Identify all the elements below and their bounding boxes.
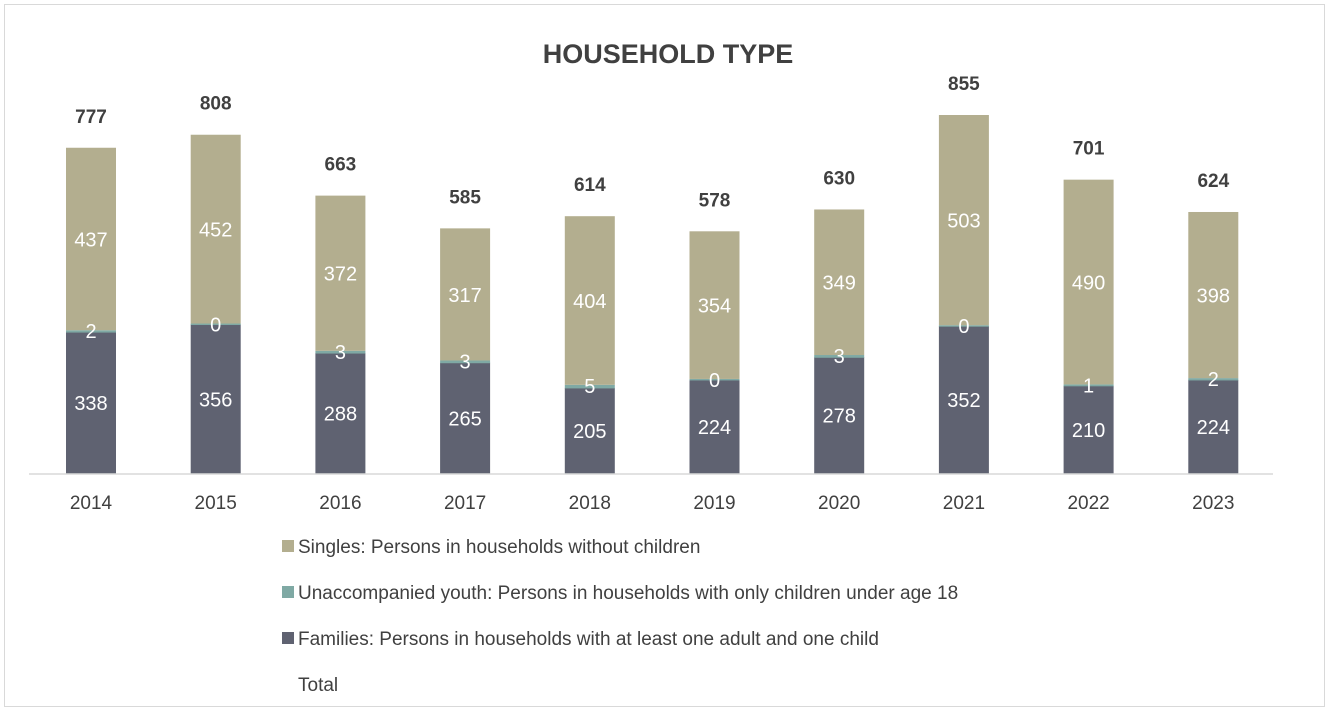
label-youth-2021: 0	[958, 316, 969, 338]
x-tick-label-2014: 2014	[70, 493, 113, 514]
bar-youth-2020	[814, 355, 865, 358]
label-youth-2015: 0	[210, 315, 221, 337]
bar-singles-2015	[190, 134, 241, 324]
chart-title: HOUSEHOLD TYPE	[543, 39, 794, 69]
bar-youth-2019	[689, 378, 740, 381]
bar-singles-2022	[1063, 179, 1114, 385]
label-total-2014: 777	[75, 107, 107, 128]
label-youth-2014: 2	[85, 321, 96, 343]
label-singles-2020: 349	[823, 273, 856, 295]
label-families-2019: 224	[698, 417, 731, 439]
x-tick-label-2018: 2018	[569, 493, 611, 514]
label-total-2022: 701	[1073, 139, 1105, 160]
bar-families-2017	[440, 362, 491, 474]
label-total-2017: 585	[449, 187, 481, 208]
x-tick-label-2020: 2020	[818, 493, 860, 514]
bar-youth-2015	[190, 323, 241, 326]
bar-families-2020	[814, 357, 865, 474]
bar-youth-2023	[1188, 378, 1239, 381]
x-tick-label-2019: 2019	[693, 493, 735, 514]
bar-singles-2016	[315, 195, 366, 351]
bar-singles-2019	[689, 231, 740, 379]
label-youth-2023: 2	[1208, 369, 1219, 391]
legend-label-singles: Singles: Persons in households without c…	[298, 537, 700, 558]
label-youth-2019: 0	[709, 370, 720, 392]
x-tick-label-2015: 2015	[195, 493, 237, 514]
label-singles-2019: 354	[698, 296, 731, 318]
label-singles-2023: 398	[1197, 286, 1230, 308]
legend-swatch-youth	[282, 586, 294, 598]
label-youth-2018: 5	[584, 376, 595, 398]
bar-families-2019	[689, 379, 740, 474]
bar-families-2018	[564, 387, 615, 474]
label-families-2023: 224	[1197, 417, 1230, 439]
label-total-2020: 630	[823, 168, 855, 189]
label-youth-2016: 3	[335, 342, 346, 364]
label-families-2021: 352	[947, 390, 980, 412]
label-families-2015: 356	[199, 389, 232, 411]
plot-area: 3382437777201435604528082015288337266320…	[66, 74, 1239, 514]
label-singles-2022: 490	[1072, 273, 1105, 295]
bar-families-2014	[66, 332, 116, 474]
x-tick-label-2022: 2022	[1067, 493, 1109, 514]
bar-singles-2020	[814, 209, 865, 356]
bar-youth-2014	[66, 330, 116, 333]
chart-frame: HOUSEHOLD TYPE 338 2 437 777 2014 356 0 452 808 2…	[4, 4, 1325, 707]
label-singles-2014: 437	[74, 229, 107, 251]
label-youth-2017: 3	[460, 351, 471, 373]
legend-swatch-families	[282, 632, 294, 644]
label-total-2018: 614	[574, 175, 606, 196]
label-singles-2016: 372	[324, 264, 357, 286]
bar-families-2021	[938, 326, 989, 474]
bar-youth-2022	[1063, 384, 1114, 387]
label-singles-2021: 503	[947, 211, 980, 233]
bar-singles-2021	[938, 115, 989, 326]
x-tick-label-2023: 2023	[1192, 493, 1234, 514]
label-total-2021: 855	[948, 74, 980, 95]
label-singles-2017: 317	[448, 285, 481, 307]
bar-singles-2023	[1188, 211, 1239, 379]
bar-youth-2018	[564, 384, 615, 389]
label-youth-2022: 1	[1083, 375, 1094, 397]
bar-singles-2017	[440, 228, 491, 361]
legend-label-families: Families: Persons in households with at …	[298, 629, 879, 650]
label-families-2014: 338	[74, 393, 107, 415]
bar-families-2016	[315, 353, 366, 474]
label-families-2017: 265	[448, 408, 481, 430]
bar-families-2023	[1188, 379, 1239, 474]
x-tick-label-2016: 2016	[319, 493, 361, 514]
label-total-2019: 578	[699, 190, 731, 211]
label-families-2020: 278	[823, 406, 856, 428]
bar-families-2015	[190, 324, 241, 474]
bar-youth-2017	[440, 360, 491, 364]
household-type-chart: HOUSEHOLD TYPE 338 2 437 777 2014 356 0 452 808 2…	[29, 39, 1273, 696]
legend-label-total: Total	[298, 675, 338, 696]
bar-youth-2016	[315, 350, 366, 354]
legend-swatch-singles	[282, 540, 294, 552]
bar-singles-2018	[564, 216, 615, 385]
label-singles-2018: 404	[573, 291, 606, 313]
legend-label-youth: Unaccompanied youth: Persons in househol…	[298, 583, 958, 604]
label-total-2015: 808	[200, 94, 232, 115]
x-tick-label-2017: 2017	[444, 493, 486, 514]
bar-singles-2014	[66, 147, 116, 331]
label-total-2023: 624	[1197, 171, 1229, 192]
x-tick-label-2021: 2021	[943, 493, 985, 514]
label-families-2018: 205	[573, 421, 606, 443]
bar-youth-2021	[938, 325, 989, 327]
label-youth-2020: 3	[834, 346, 845, 368]
label-total-2016: 663	[325, 155, 357, 176]
bar-families-2022	[1063, 385, 1114, 474]
label-families-2022: 210	[1072, 420, 1105, 442]
label-families-2016: 288	[324, 404, 357, 426]
label-singles-2015: 452	[199, 220, 232, 242]
legend: Singles: Persons in households without c…	[282, 537, 958, 696]
